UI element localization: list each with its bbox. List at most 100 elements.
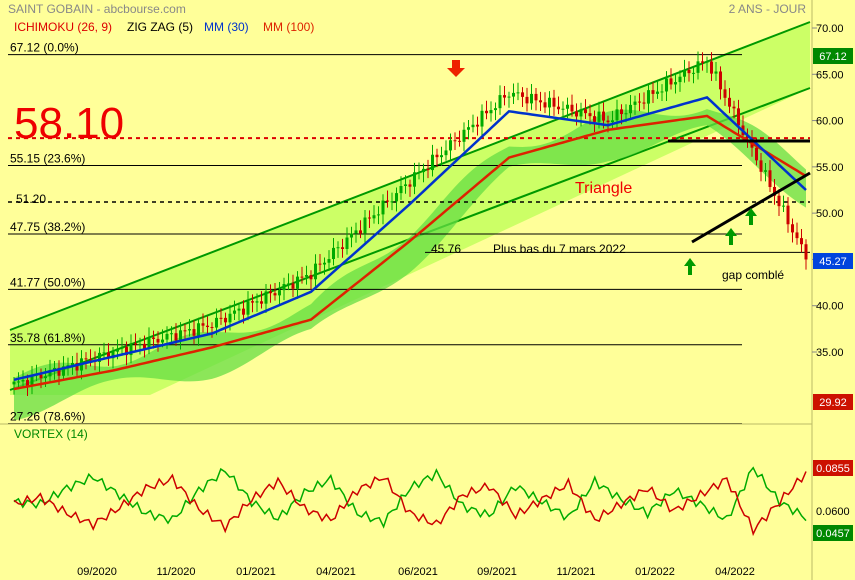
candle-body — [521, 92, 524, 97]
candle-body — [588, 113, 592, 117]
candle-body — [395, 193, 398, 202]
candle-body — [660, 91, 664, 93]
fib-label: 67.12 (0.0%) — [10, 41, 79, 55]
candle-body — [17, 381, 20, 383]
candle-body — [561, 108, 565, 110]
date-tick-label: 01/2021 — [236, 566, 276, 578]
high-tag-box — [813, 48, 853, 64]
candle-body — [710, 61, 713, 74]
candle-body — [120, 346, 124, 349]
candle-body — [557, 106, 560, 110]
fib-label: 47.75 (38.2%) — [10, 220, 85, 234]
vortex-red-tag: 0.0855 — [816, 463, 850, 475]
candle-body — [165, 333, 169, 340]
candle-body — [764, 170, 767, 172]
candle-body — [498, 95, 502, 109]
candle-body — [152, 337, 155, 339]
candle-body — [755, 147, 758, 161]
triangle-pattern — [668, 139, 811, 244]
mm30-line — [13, 96, 807, 382]
candle-body — [107, 352, 110, 359]
candle-body — [44, 376, 47, 379]
candle-body — [791, 224, 794, 233]
candle-body — [404, 184, 407, 186]
ichimoku-cloud — [14, 109, 806, 421]
vortex-tick: 0.0600 — [816, 506, 850, 518]
price-candles — [12, 51, 808, 397]
candle-body — [539, 100, 542, 103]
candle-body — [341, 247, 344, 249]
candle-body — [683, 69, 686, 77]
candle-body — [435, 154, 439, 158]
candle-body — [647, 90, 650, 104]
candle-body — [233, 310, 236, 314]
candle-body — [674, 82, 677, 85]
price-tick-label: 40.00 — [816, 301, 844, 313]
triangle-annotation: Triangle — [575, 180, 632, 197]
candle-body — [804, 244, 808, 260]
candle-body — [12, 381, 16, 385]
candle-body — [584, 109, 587, 114]
candle-body — [431, 154, 434, 171]
low-tag-box — [813, 394, 853, 410]
candle-body — [597, 111, 601, 122]
candle-body — [642, 102, 646, 104]
candle-body — [606, 120, 610, 123]
date-tick-label: 11/2021 — [557, 566, 596, 578]
chart-period: 2 ANS - JOUR — [729, 2, 807, 16]
vortex-title: VORTEX (14) — [14, 427, 88, 441]
fib-label: 55.15 (23.6%) — [10, 151, 85, 165]
candle-body — [800, 238, 803, 245]
candle-body — [350, 233, 353, 238]
vortex-minus-line — [13, 471, 807, 537]
candle-body — [134, 343, 137, 345]
candle-body — [48, 370, 52, 377]
candle-body — [363, 217, 367, 234]
candle-body — [174, 333, 178, 341]
candle-body — [300, 276, 304, 278]
candle-body — [57, 367, 61, 376]
cloud-band — [14, 109, 806, 421]
candle-body — [161, 339, 164, 343]
up-arrow-icon — [684, 258, 696, 275]
candle-body — [269, 291, 272, 294]
low-note: Plus bas du 7 mars 2022 — [493, 242, 626, 256]
candle-body — [260, 301, 263, 304]
candle-body — [264, 291, 268, 304]
candle-body — [84, 358, 88, 360]
vortex-red-tag-box — [813, 460, 853, 476]
candle-body — [354, 230, 358, 234]
candle-body — [656, 91, 659, 94]
candle-body — [179, 330, 182, 341]
candle-body — [467, 127, 470, 130]
candle-body — [413, 172, 416, 187]
candle-body — [192, 329, 196, 336]
candle-body — [215, 317, 218, 328]
candle-body — [206, 325, 209, 328]
price-tick-label: 35.00 — [816, 347, 844, 359]
last-price-tag: 45.27 — [819, 256, 847, 268]
candle-body — [323, 262, 326, 265]
vortex-green-tag-box — [813, 525, 853, 541]
candle-body — [773, 186, 776, 196]
candle-body — [696, 61, 700, 73]
candle-body — [507, 96, 511, 98]
candle-body — [701, 61, 704, 63]
candle-body — [147, 337, 151, 349]
candle-body — [615, 109, 619, 121]
candle-body — [651, 90, 655, 94]
candle-body — [30, 374, 34, 386]
candle-body — [228, 313, 232, 323]
candle-body — [732, 106, 736, 109]
candle-body — [170, 333, 173, 335]
gap-annotation: gap comblé — [722, 268, 784, 282]
candle-body — [512, 92, 515, 97]
price-tick-label: 55.00 — [816, 162, 844, 174]
candle-body — [53, 367, 56, 371]
candle-body — [125, 346, 128, 356]
price-tick-label: 70.00 — [816, 23, 844, 35]
candle-body — [786, 205, 790, 225]
date-tick-label: 01/2022 — [635, 566, 675, 578]
vortex-lines — [13, 466, 807, 537]
